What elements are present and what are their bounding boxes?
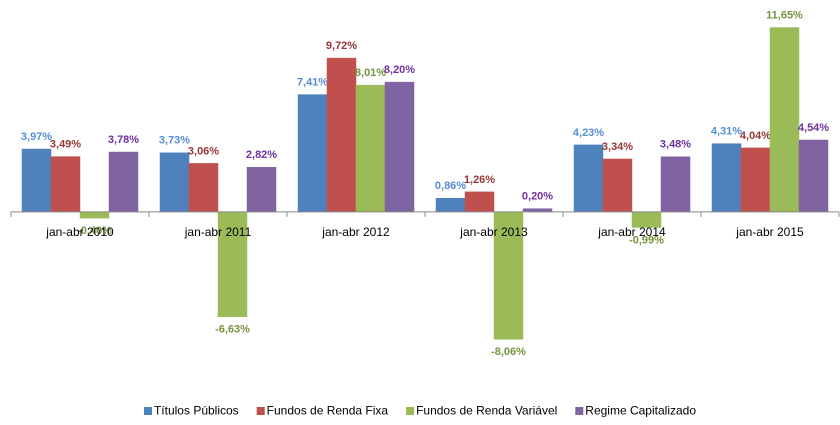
legend-label: Fundos de Renda Variável bbox=[416, 404, 557, 418]
bar bbox=[602, 158, 633, 213]
legend-label: Regime Capitalizado bbox=[585, 404, 696, 418]
bar bbox=[21, 148, 52, 213]
value-label: 3,73% bbox=[159, 135, 190, 147]
value-label: 8,20% bbox=[384, 64, 415, 76]
x-tick-label: jan-abr 2011 bbox=[184, 225, 252, 239]
value-label: 3,06% bbox=[188, 145, 219, 157]
x-tick-label: jan-abr 2015 bbox=[735, 225, 804, 239]
legend-swatch bbox=[143, 407, 152, 415]
legend-swatch bbox=[575, 407, 584, 415]
value-label: -8,06% bbox=[491, 346, 526, 358]
value-label: 3,48% bbox=[660, 139, 691, 151]
bar bbox=[50, 156, 81, 213]
value-label: 2,82% bbox=[246, 149, 277, 161]
value-label: 9,72% bbox=[326, 40, 357, 52]
value-label: 11,65% bbox=[766, 9, 803, 21]
legend-label: Títulos Públicos bbox=[154, 404, 239, 418]
x-tick-label: jan-abr 2013 bbox=[459, 225, 528, 239]
value-label: 1,26% bbox=[464, 174, 495, 186]
value-label: 3,34% bbox=[602, 141, 633, 153]
value-label: -6,63% bbox=[215, 324, 250, 336]
bar bbox=[740, 147, 771, 213]
x-tick-label: jan-abr 2014 bbox=[597, 225, 666, 239]
value-label: 4,23% bbox=[573, 127, 604, 139]
value-label: 4,54% bbox=[798, 122, 829, 134]
x-tick-label: jan-abr 2012 bbox=[321, 225, 390, 239]
bar bbox=[573, 144, 604, 213]
bar bbox=[188, 163, 219, 213]
bar bbox=[384, 81, 415, 213]
bar bbox=[297, 94, 328, 213]
bar bbox=[108, 151, 139, 213]
value-label: 4,04% bbox=[740, 130, 771, 142]
bar bbox=[798, 139, 829, 213]
value-label: 8,01% bbox=[355, 67, 386, 79]
legend-label: Fundos de Renda Fixa bbox=[267, 404, 389, 418]
bar bbox=[246, 166, 277, 213]
legend-swatch bbox=[406, 407, 415, 415]
value-label: -0,99% bbox=[629, 234, 664, 246]
value-label: 3,97% bbox=[21, 131, 52, 143]
bar bbox=[79, 211, 110, 219]
value-label: 3,49% bbox=[50, 139, 81, 151]
value-label: -0,40% bbox=[77, 225, 112, 237]
x-tick-label: jan-abr 2010 bbox=[45, 225, 114, 239]
bar bbox=[435, 197, 466, 213]
bar bbox=[660, 156, 691, 213]
bar bbox=[159, 152, 190, 213]
bar bbox=[769, 27, 800, 213]
bar bbox=[711, 143, 742, 213]
value-label: 4,31% bbox=[711, 126, 742, 138]
value-label: 0,86% bbox=[435, 180, 466, 192]
bar bbox=[464, 191, 495, 213]
bar bbox=[326, 57, 357, 213]
value-label: 3,78% bbox=[108, 134, 139, 146]
value-label: 7,41% bbox=[297, 77, 328, 89]
bar bbox=[217, 211, 248, 317]
value-label: 0,20% bbox=[522, 191, 553, 203]
legend-swatch bbox=[256, 407, 265, 415]
bar bbox=[355, 84, 386, 213]
bar bbox=[493, 211, 524, 340]
